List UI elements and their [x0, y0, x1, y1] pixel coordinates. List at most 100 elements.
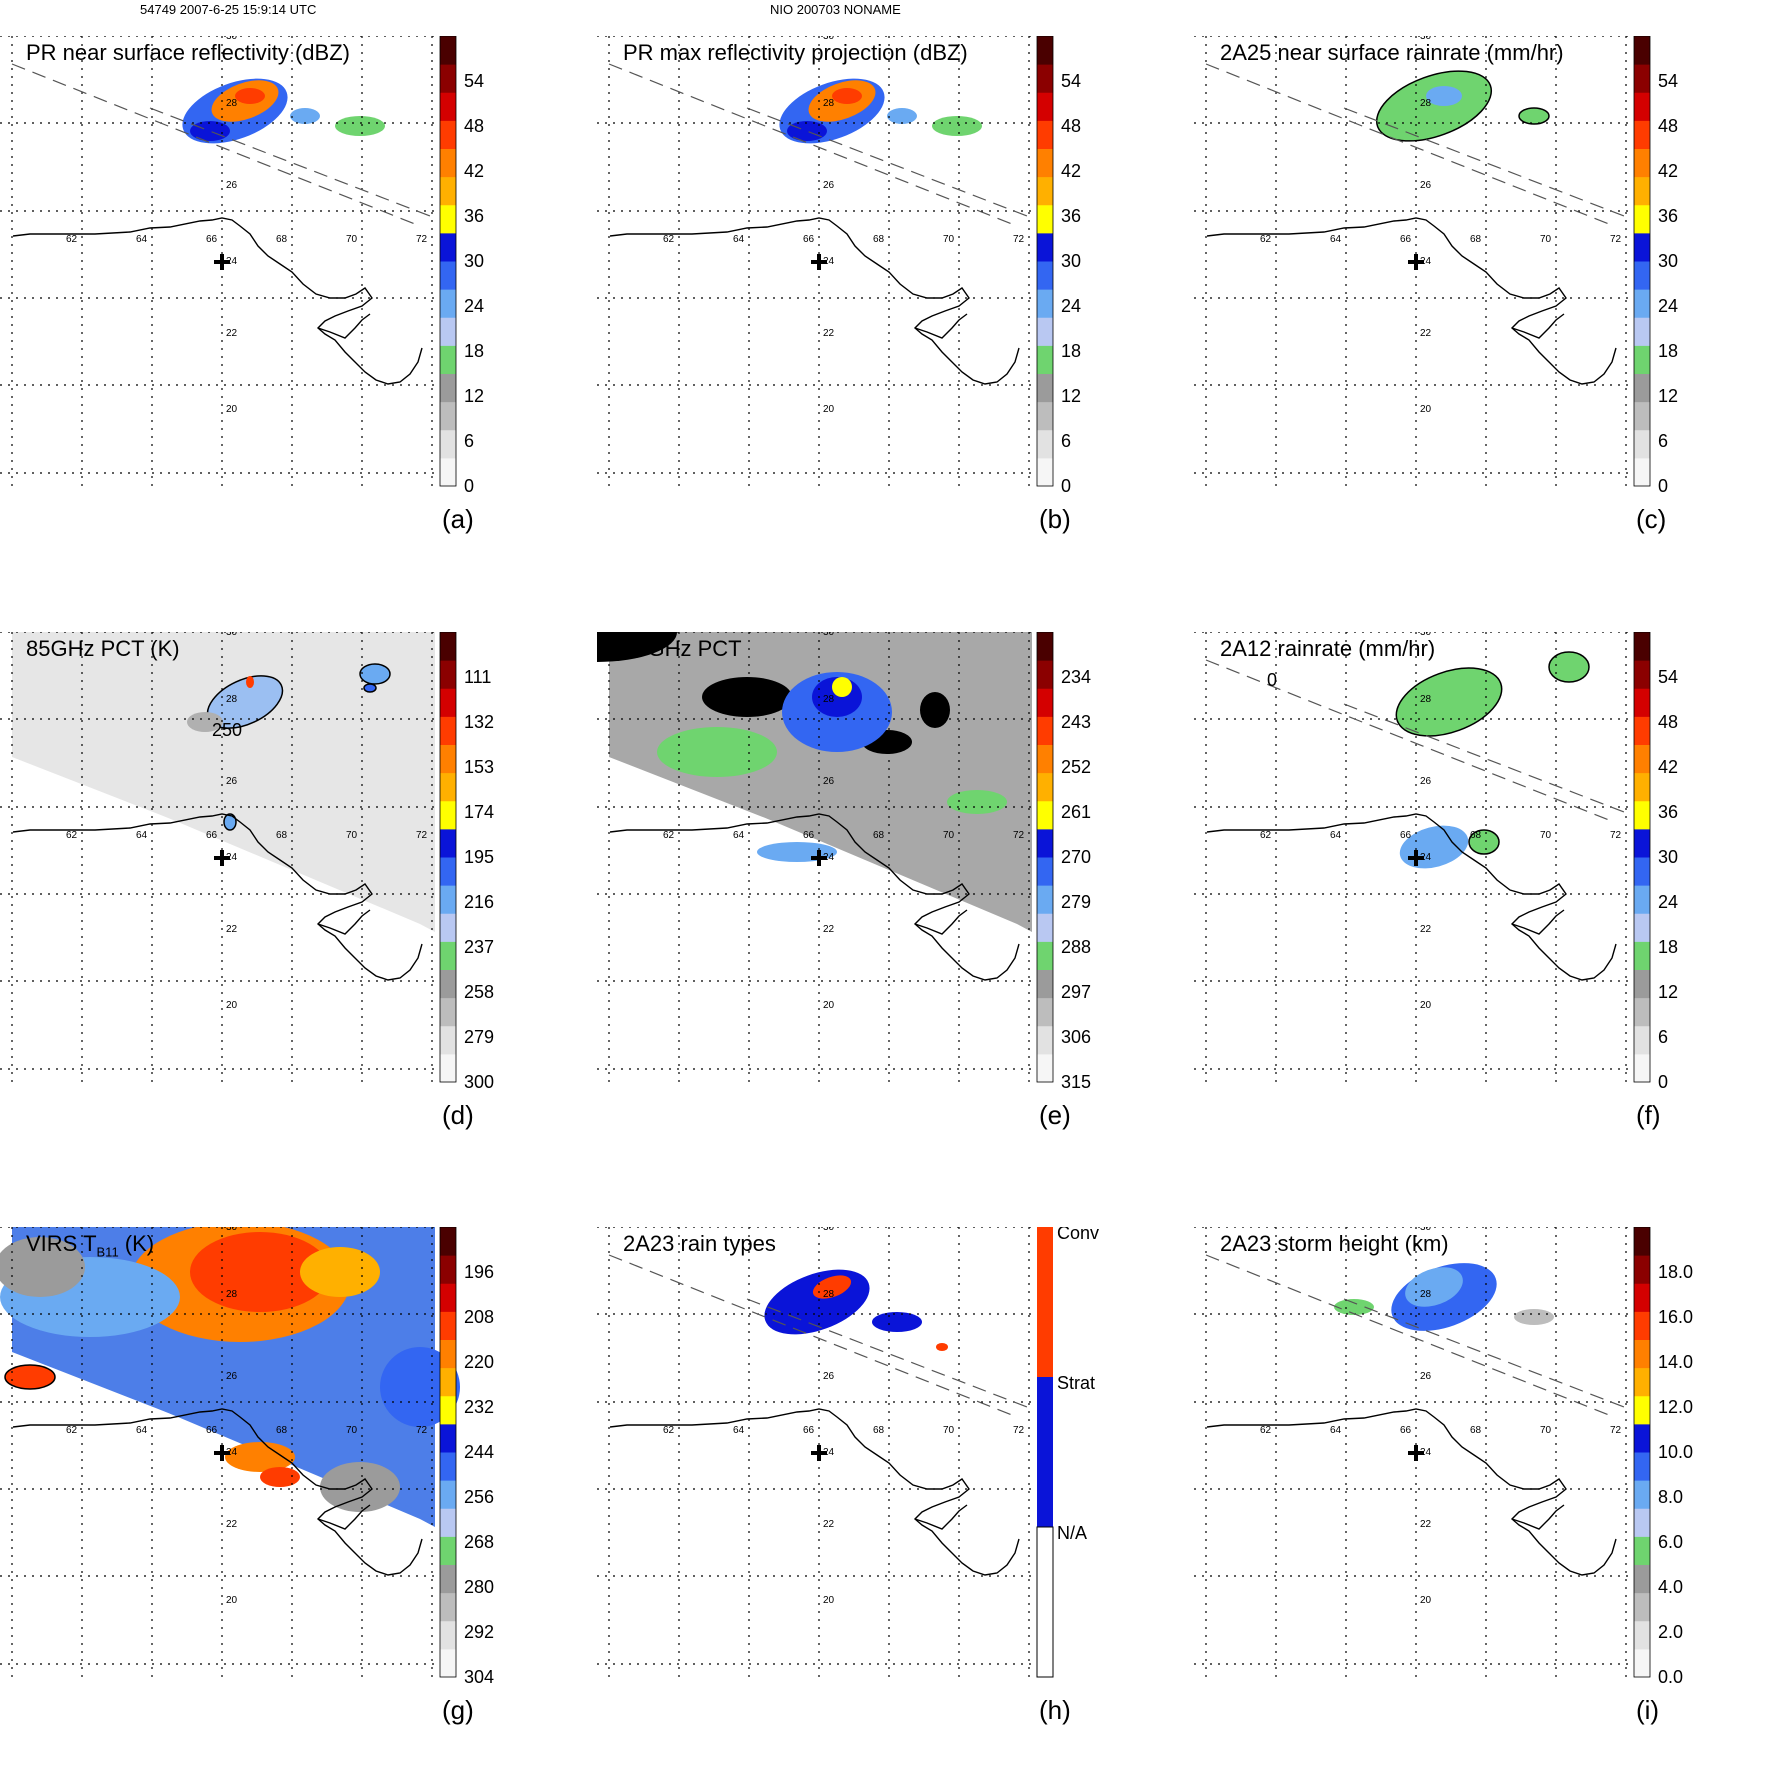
colorbar-segment	[440, 1536, 456, 1565]
map-canvas: 62 64 66 68 70 72 30 28 26 24 22 20 315 306 297 288 279 2…	[597, 632, 1091, 1092]
coastline-gulf	[1511, 313, 1565, 339]
panel-letter: (a)	[442, 504, 474, 534]
colorbar-segment	[1037, 688, 1053, 717]
colorbar-segment	[440, 660, 456, 689]
colorbar-segment	[440, 401, 456, 431]
colorbar-segment	[1037, 457, 1053, 487]
panel-virs-tb11: 62 64 66 68 70 72 30 28 26 24 22 20 304 292 280 268 256 2…	[0, 1227, 590, 1757]
colorbar-tick-label: 24	[1658, 892, 1678, 912]
data-blob	[187, 712, 223, 732]
colorbar-segment	[440, 1283, 456, 1312]
colorbar-segment	[1634, 232, 1650, 262]
colorbar-segment-strat	[1037, 1377, 1053, 1527]
colorbar-segment	[440, 289, 456, 318]
colorbar-segment	[440, 457, 456, 487]
lon-label: 66	[206, 234, 218, 245]
data-blob	[335, 116, 385, 136]
lat-label: 30	[226, 1227, 238, 1233]
data-blob	[597, 632, 677, 662]
colorbar-segment	[440, 232, 456, 262]
colorbar-segment	[440, 1648, 456, 1678]
swath-edge-south	[1343, 107, 1625, 217]
coastline	[609, 1408, 1020, 1576]
coastline	[12, 217, 423, 385]
colorbar-segment	[440, 176, 456, 206]
colorbar-segment	[1634, 632, 1650, 661]
colorbar-segment	[1634, 401, 1650, 431]
coastline-gulf	[1511, 1504, 1565, 1530]
colorbar-tick-label: 42	[1658, 161, 1678, 181]
data-blob	[812, 1275, 852, 1299]
colorbar-segment	[1634, 345, 1650, 374]
colorbar-segment	[440, 317, 456, 346]
data-blob	[190, 121, 230, 141]
colorbar-category-label: Strat	[1057, 1373, 1095, 1393]
colorbar-segment	[1037, 345, 1053, 374]
panel-letter: (c)	[1636, 504, 1667, 534]
radar-echoes	[779, 78, 982, 144]
colorbar-segment	[1634, 1367, 1650, 1397]
radar-rain	[1375, 70, 1550, 142]
lat-label: 20	[226, 1000, 238, 1011]
data-blob	[1399, 825, 1469, 869]
colorbar-segment	[1037, 1053, 1053, 1083]
data-blob	[246, 676, 254, 688]
colorbar-segment	[440, 744, 456, 774]
panel-37ghz-pct: 62 64 66 68 70 72 30 28 26 24 22 20 315 306 297 288 279 2…	[597, 632, 1187, 1157]
colorbar-segment	[440, 64, 456, 93]
lat-label: 20	[1420, 1000, 1432, 1011]
data-blob	[832, 88, 862, 104]
lat-label: 28	[226, 98, 238, 109]
colorbar-segment	[440, 120, 456, 149]
panel-title: 2A25 near surface rainrate (mm/hr)	[1220, 40, 1564, 65]
colorbar-segment	[440, 204, 456, 234]
tmi85-features	[187, 663, 391, 831]
lat-label: 26	[226, 1371, 238, 1382]
lon-label: 68	[276, 234, 288, 245]
storm-height-pixels	[1334, 1263, 1554, 1331]
lon-label: 68	[1470, 1425, 1482, 1436]
map-canvas: 62 64 66 68 70 72 30 28 26 24 22 20 250 300 279 258 237 2…	[0, 632, 494, 1092]
colorbar-segment	[440, 913, 456, 942]
location-cross-icon	[811, 1445, 827, 1461]
tmi37-features	[597, 632, 1007, 862]
lon-label: 72	[1013, 234, 1025, 245]
colorbar-segment	[1634, 92, 1650, 121]
panel-title: 85GHz PCT (K)	[26, 636, 180, 661]
colorbar-tick-label: 18	[1658, 341, 1678, 361]
colorbar-tick-label: 54	[1658, 71, 1678, 91]
panel-pr-near-surface-reflectivity: 62 64 66 68 70 72 30 28 26 24 22 20 0 6 12 18 24 30 36 42 48…	[0, 36, 590, 561]
colorbar-segment-conv	[1037, 1227, 1053, 1377]
colorbar-segment	[1634, 1423, 1650, 1453]
colorbar-segment	[440, 373, 456, 403]
colorbar-segment	[440, 1452, 456, 1481]
lat-label: 30	[226, 36, 238, 42]
lat-label: 28	[1420, 1289, 1432, 1300]
panel-title-subscript: B11	[96, 1244, 119, 1260]
location-cross-icon	[214, 1445, 230, 1461]
coastline-gulf	[317, 1504, 371, 1530]
swath-edge-north	[1205, 1254, 1615, 1418]
lat-label: 24	[1420, 256, 1432, 267]
swath-edge-north	[1205, 659, 1615, 823]
lat-label: 28	[823, 694, 835, 705]
lat-label: 22	[823, 328, 835, 339]
lon-label: 62	[1260, 830, 1272, 841]
data-blob	[702, 677, 792, 717]
lat-label: 30	[823, 632, 835, 638]
data-blob	[932, 116, 982, 136]
colorbar-tick-label: 300	[464, 1072, 494, 1092]
colorbar-tick-label: 18	[464, 341, 484, 361]
colorbar-tick-label: 42	[464, 161, 484, 181]
colorbar-segment	[1634, 969, 1650, 999]
colorbar-frame	[439, 36, 457, 487]
colorbar-tick-label: 208	[464, 1307, 494, 1327]
colorbar-tick-label: 36	[1658, 802, 1678, 822]
map-canvas: 62 64 66 68 70 72 30 28 26 24 22 20 0.0 2.0 4.0 6.0 8.0 1…	[1194, 1227, 1693, 1687]
lat-label: 24	[823, 1447, 835, 1458]
panel-letter: (h)	[1039, 1695, 1071, 1725]
lat-label: 24	[1420, 1447, 1432, 1458]
colorbar-segment	[1634, 885, 1650, 914]
colorbar-segment	[440, 772, 456, 802]
coastline	[1206, 1408, 1617, 1576]
